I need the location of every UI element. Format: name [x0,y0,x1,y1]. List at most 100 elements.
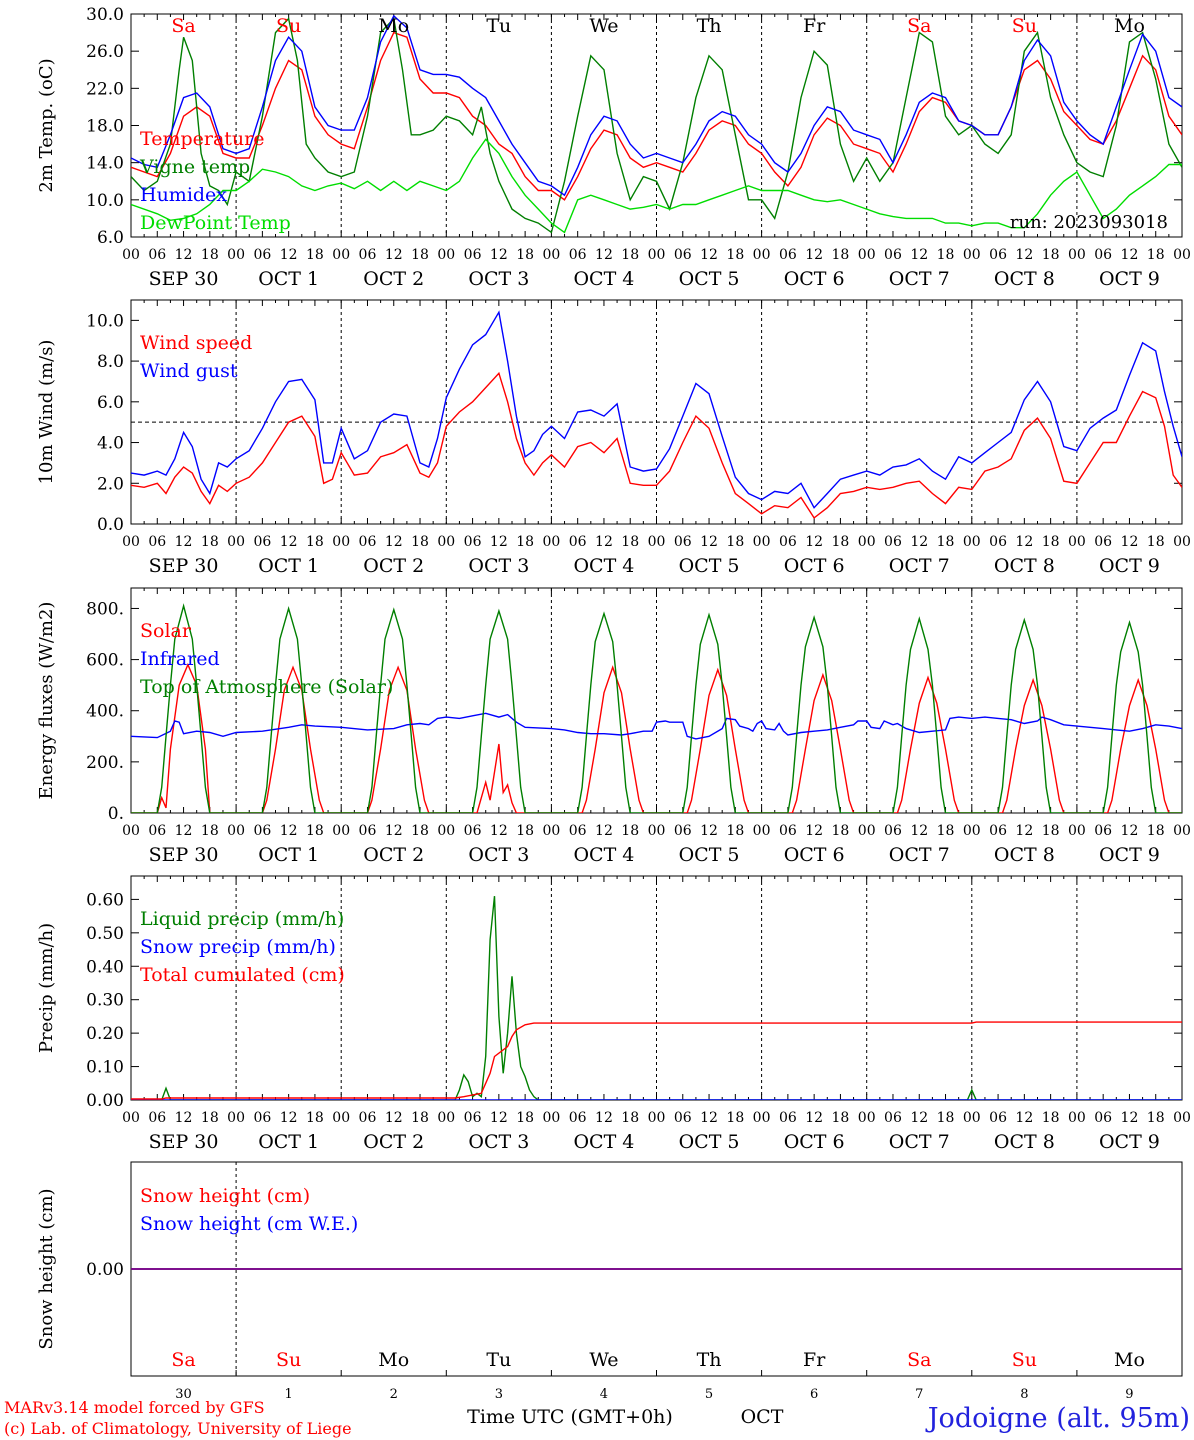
hour-label: 12 [1121,247,1139,263]
hour-label: 06 [359,247,377,263]
day-name: Sa [171,15,195,37]
footer-copyright: (c) Lab. of Climatology, University of L… [4,1419,352,1438]
hour-label: 18 [726,534,744,550]
y-tick-label: 30.0 [86,5,124,25]
hour-label: 18 [201,534,219,550]
hour-label: 12 [805,247,823,263]
hour-label: 06 [253,823,271,839]
date-label: OCT 9 [1099,844,1160,866]
hour-label: 00 [542,247,560,263]
hour-label: 18 [1147,534,1165,550]
legend-entry: Wind speed [140,332,252,354]
date-label: OCT 7 [889,844,950,866]
hour-label: 18 [411,1110,429,1126]
date-label: OCT 2 [363,844,424,866]
hour-label: 18 [306,247,324,263]
hour-label: 00 [963,534,981,550]
day-name: Sa [907,1349,931,1371]
hour-label: 00 [1173,1110,1191,1126]
date-label: OCT 2 [363,1131,424,1153]
hour-label: 18 [201,247,219,263]
legend-entry: Vigne temp [139,156,250,178]
date-label: OCT 8 [994,268,1055,290]
hour-label: 18 [516,534,534,550]
legend-entry: Top of Atmosphere (Solar) [140,676,393,698]
hour-label: 00 [648,534,666,550]
hour-label: 12 [175,1110,193,1126]
hour-label: 18 [1042,247,1060,263]
legend-entry: Solar [140,620,192,642]
y-tick-label: 600. [86,651,124,671]
date-label: OCT 4 [573,268,634,290]
y-tick-label: 0.60 [86,890,124,910]
hour-label: 06 [674,247,692,263]
day-name: Su [276,1349,301,1371]
hour-label: 18 [832,1110,850,1126]
day-name: Tu [486,1349,511,1371]
hour-label: 00 [122,1110,140,1126]
hour-label: 00 [332,1110,350,1126]
hour-label: 06 [1094,247,1112,263]
hour-label: 12 [280,247,298,263]
hour-label: 00 [542,1110,560,1126]
y-tick-label: 200. [86,753,124,773]
y-tick-label: 400. [86,702,124,722]
hour-label: 00 [227,534,245,550]
hour-label: 06 [989,823,1007,839]
hour-label: 18 [726,823,744,839]
date-label: OCT 1 [258,1131,319,1153]
hour-label: 12 [700,1110,718,1126]
hour-label: 12 [595,1110,613,1126]
y-axis-label: Energy fluxes (W/m2) [36,602,57,800]
hour-label: 12 [280,823,298,839]
y-tick-label: 0.00 [86,1260,124,1280]
hour-label: 00 [858,534,876,550]
day-name: Su [276,15,301,37]
day-number: 9 [1125,1387,1133,1402]
hour-label: 18 [621,1110,639,1126]
plot-frame [130,13,1183,238]
hour-label: 00 [753,534,771,550]
hour-label: 00 [332,247,350,263]
y-tick-label: 0.30 [86,991,124,1011]
hour-label: 06 [464,823,482,839]
day-name: Sa [171,1349,195,1371]
hour-label: 12 [1121,534,1139,550]
y-tick-label: 18.0 [86,117,124,137]
hour-label: 18 [937,823,955,839]
hour-label: 00 [437,1110,455,1126]
hour-label: 06 [674,534,692,550]
hour-label: 06 [569,823,587,839]
hour-label: 06 [464,247,482,263]
hour-label: 12 [175,247,193,263]
day-number: 2 [390,1387,398,1402]
hour-label: 12 [1015,1110,1033,1126]
legend-entry: Snow height (cm) [140,1185,310,1207]
hour-label: 18 [832,823,850,839]
hour-label: 12 [595,534,613,550]
hour-label: 00 [542,534,560,550]
hour-label: 00 [1173,247,1191,263]
hour-label: 00 [437,823,455,839]
hour-label: 00 [963,1110,981,1126]
hour-label: 06 [148,1110,166,1126]
date-label: OCT 6 [784,555,845,577]
date-label: OCT 5 [679,844,740,866]
hour-label: 12 [805,823,823,839]
date-label: OCT 8 [994,844,1055,866]
hour-label: 18 [621,534,639,550]
day-name: Mo [378,1349,409,1371]
hour-label: 06 [779,823,797,839]
hour-label: 06 [884,247,902,263]
hour-label: 18 [726,247,744,263]
hour-label: 12 [700,534,718,550]
hour-label: 06 [148,823,166,839]
hour-label: 06 [359,534,377,550]
date-label: OCT 1 [258,268,319,290]
hour-label: 12 [280,534,298,550]
hour-label: 00 [227,823,245,839]
y-tick-label: 800. [86,599,124,619]
panel-1: 6.0 10.0 14.0 18.0 22.0 26.0 30.0 2m Temp. (oC)… [36,5,1191,290]
x-axis-title: Time UTC (GMT+0h) [467,1406,673,1428]
series-line-vigne-temp [131,17,1182,234]
